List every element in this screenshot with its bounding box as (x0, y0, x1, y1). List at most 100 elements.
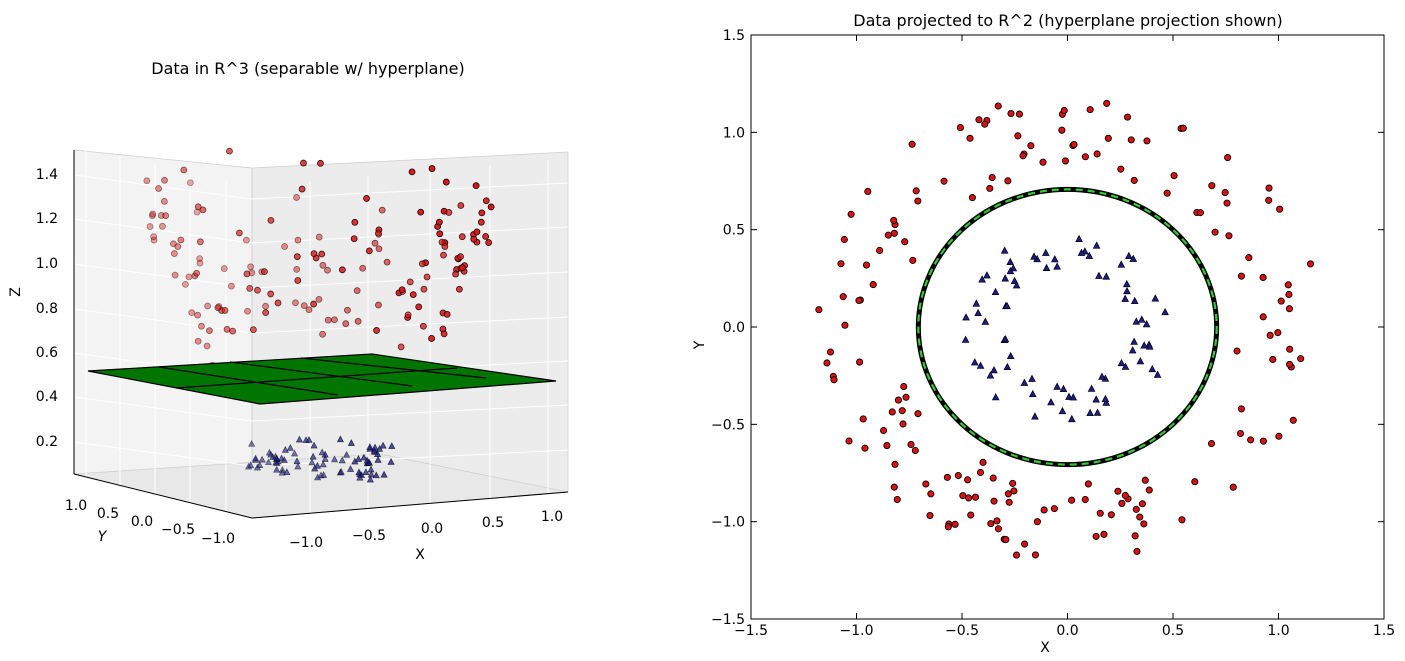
red-point (823, 359, 831, 367)
blue-point-3d (374, 450, 382, 457)
red-point-3d (196, 238, 204, 246)
blue-point-3d (379, 441, 387, 449)
red-point (1178, 516, 1186, 524)
blue-point-3d (355, 468, 363, 476)
red-point (1093, 150, 1101, 158)
x-tick-label-2d: 0.0 (1056, 623, 1078, 639)
red-point (1060, 106, 1068, 115)
blue-point-3d (388, 442, 396, 449)
y-axis-label-2d: Y (692, 340, 708, 350)
y-tick-label-2d: 0.0 (723, 320, 745, 336)
blue-point (961, 335, 970, 343)
red-point (1086, 106, 1094, 114)
blue-point (962, 313, 970, 321)
red-point (869, 281, 877, 289)
x-tick-label: 0.0 (421, 521, 443, 537)
blue-point (976, 361, 985, 369)
red-point-3d (445, 209, 453, 216)
red-point (1170, 172, 1178, 180)
blue-point-3d (272, 458, 280, 466)
blue-point-3d (252, 454, 260, 462)
red-point-3d (374, 229, 382, 237)
blue-point (1006, 266, 1015, 275)
red-point-3d (155, 185, 162, 192)
blue-point-3d (305, 436, 313, 443)
red-point (1277, 297, 1285, 305)
y-tick-label: −0.5 (161, 522, 195, 538)
blue-points-2d (961, 234, 1169, 423)
blue-point-3d (371, 443, 379, 451)
red-point-3d (365, 247, 373, 255)
blue-point (1028, 389, 1037, 398)
blue-point-3d (310, 441, 318, 449)
blue-point (1117, 260, 1126, 268)
red-point-3d (281, 243, 288, 250)
red-point (1140, 520, 1148, 528)
red-point-3d (477, 218, 485, 226)
blue-point (1051, 255, 1059, 263)
red-point (922, 480, 930, 488)
red-point-3d (383, 258, 391, 266)
blue-point (1075, 234, 1083, 242)
blue-point-3d (283, 468, 291, 476)
red-point (1245, 254, 1253, 262)
red-point-3d (262, 309, 270, 316)
blue-point-3d (366, 475, 374, 483)
blue-point-3d (293, 457, 301, 465)
x-tick-label: −0.5 (352, 528, 386, 544)
red-point (911, 446, 919, 455)
y-tick-labels: 1.0 0.5 0.0 −0.5 −1.0 (65, 498, 235, 547)
grid-line (73, 396, 253, 422)
red-point (1127, 136, 1135, 144)
blue-point (981, 317, 990, 325)
z-tick-label: 1.4 (36, 167, 58, 183)
blue-point (1001, 335, 1010, 343)
red-point (855, 296, 863, 305)
blue-point (1012, 281, 1021, 289)
blue-point (1058, 406, 1067, 415)
red-point-3d (254, 286, 261, 294)
red-point (940, 177, 948, 185)
red-point (1247, 436, 1255, 444)
red-point (884, 231, 892, 239)
red-point (964, 476, 972, 484)
blue-point (1065, 392, 1073, 400)
blue-point-3d (278, 468, 286, 476)
red-point (959, 492, 967, 500)
red-point (979, 458, 987, 466)
blue-point (1098, 372, 1106, 380)
red-point (1259, 273, 1267, 281)
red-point (1224, 154, 1232, 162)
red-point-3d (452, 270, 459, 278)
red-point (876, 246, 884, 255)
blue-point (990, 366, 998, 374)
red-point (901, 238, 909, 246)
red-point-3d (324, 266, 331, 274)
red-point-3d (482, 233, 490, 240)
blue-point (1003, 301, 1011, 309)
red-point-3d (185, 273, 193, 281)
blue-point (1130, 337, 1138, 345)
red-point (1050, 505, 1058, 513)
blue-point-3d (366, 443, 374, 450)
red-point-3d (267, 290, 275, 298)
blue-point-3d (264, 458, 273, 466)
blue-point (1121, 362, 1130, 370)
red-point-3d (415, 303, 423, 311)
red-point (967, 511, 975, 519)
red-point (890, 229, 898, 237)
red-point (1084, 480, 1092, 488)
red-point-3d (310, 250, 318, 258)
red-points-3d (143, 147, 495, 377)
blue-point-3d (294, 462, 302, 470)
red-point-3d (146, 223, 154, 230)
red-point-3d (470, 235, 478, 243)
red-point (1092, 532, 1100, 540)
red-point (968, 194, 976, 202)
red-point (1286, 345, 1294, 353)
blue-point (1123, 286, 1131, 295)
red-point (1208, 182, 1216, 190)
blue-point-3d (311, 464, 319, 472)
red-point-3d (485, 239, 493, 246)
red-point (908, 140, 916, 148)
